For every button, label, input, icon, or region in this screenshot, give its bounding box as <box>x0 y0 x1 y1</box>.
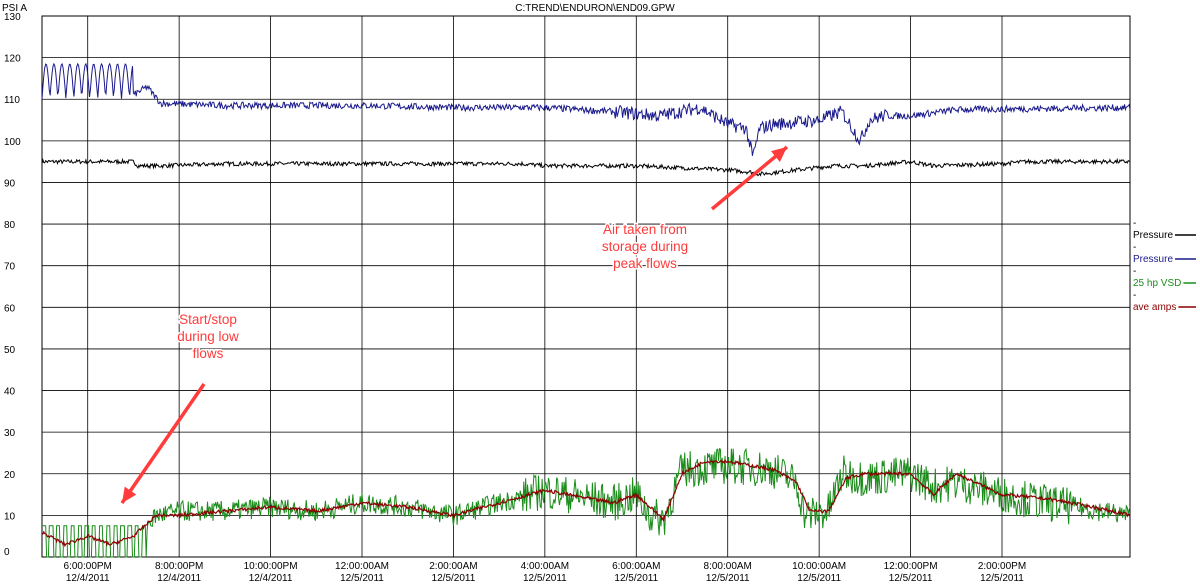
x-tick-label: 8:00:00AM <box>704 561 752 572</box>
annotation-label: during low <box>177 329 239 344</box>
x-tick-label: 10:00:00AM <box>792 561 846 572</box>
annotation-arrow <box>120 383 206 504</box>
x-tick-label: 2:00:00PM <box>978 561 1026 572</box>
series-line <box>41 458 1131 548</box>
x-tick-date-label: 12/5/2011 <box>889 573 933 584</box>
y-tick-label: 100 <box>4 137 21 148</box>
grid <box>41 15 1131 558</box>
y-tick-label: 90 <box>4 178 16 189</box>
legend-marker: - <box>1133 290 1136 301</box>
annotation-arrowhead <box>770 147 787 162</box>
x-tick-label: 12:00:00PM <box>884 561 938 572</box>
series-line <box>41 157 1131 177</box>
axes: 0 10 20 30 40 50 60 70 80 90 100 110 120 130 6:00:00PM… <box>4 12 1026 584</box>
annotation-label: peak flows <box>613 256 677 271</box>
x-tick-date-label: 12/5/2011 <box>797 573 841 584</box>
y-tick-label: 120 <box>4 54 21 65</box>
y-tick-label: 30 <box>4 428 16 439</box>
y-tick-label: 40 <box>4 387 16 398</box>
x-tick-label: 6:00:00AM <box>612 561 660 572</box>
annotation-label: Air taken from <box>603 222 687 237</box>
x-tick-label: 12:00:00AM <box>335 561 389 572</box>
annotation-arrow <box>710 145 789 211</box>
annotation-label: Start/stop <box>179 312 237 327</box>
y-tick-label: 130 <box>4 12 21 23</box>
legend: -Pressure-Pressure-25 hp VSD-ave amps <box>1133 218 1196 313</box>
annotations: Start/stop during low flows Air taken from s… <box>120 145 789 504</box>
legend-entry: Pressure <box>1133 254 1173 265</box>
x-tick-date-label: 12/5/2011 <box>706 573 750 584</box>
annotation-arrowhead <box>122 486 137 503</box>
chart-title: C:TREND\ENDURON\END09.GPW <box>515 3 675 14</box>
x-tick-date-label: 12/4/2011 <box>249 573 293 584</box>
y-tick-label: 60 <box>4 303 16 314</box>
y-tick-label: 110 <box>4 95 20 106</box>
x-tick-date-label: 12/5/2011 <box>340 573 384 584</box>
x-tick-date-label: 12/4/2011 <box>157 573 201 584</box>
x-tick-label: 2:00:00AM <box>429 561 477 572</box>
legend-marker: - <box>1133 218 1136 229</box>
x-tick-date-label: 12/5/2011 <box>614 573 658 584</box>
x-tick-label: 10:00:00PM <box>244 561 298 572</box>
series-line <box>42 447 1131 558</box>
legend-marker: - <box>1133 266 1136 277</box>
y-tick-label: 20 <box>4 470 16 481</box>
legend-entry: ave amps <box>1133 302 1176 313</box>
x-tick-date-label: 12/5/2011 <box>432 573 476 584</box>
x-tick-date-label: 12/4/2011 <box>66 573 110 584</box>
y-tick-label: 50 <box>4 345 16 356</box>
annotation-label: storage during <box>602 239 688 254</box>
y-tick-label: 10 <box>4 511 16 522</box>
y-axis-label: PSI A <box>2 3 27 14</box>
y-tick-label: 0 <box>4 547 10 558</box>
x-tick-label: 6:00:00PM <box>64 561 112 572</box>
x-tick-date-label: 12/5/2011 <box>980 573 1024 584</box>
series-line <box>41 62 1131 156</box>
y-tick-label: 70 <box>4 262 16 273</box>
annotation-label: flows <box>193 346 224 361</box>
x-tick-label: 4:00:00AM <box>521 561 569 572</box>
legend-marker: - <box>1133 242 1136 253</box>
plot-frame <box>41 15 1131 558</box>
y-tick-label: 80 <box>4 220 16 231</box>
x-tick-label: 8:00:00PM <box>155 561 203 572</box>
x-tick-date-label: 12/5/2011 <box>523 573 567 584</box>
legend-entry: Pressure <box>1133 230 1173 241</box>
series-lines <box>41 62 1131 558</box>
legend-entry: 25 hp VSD <box>1133 278 1181 289</box>
